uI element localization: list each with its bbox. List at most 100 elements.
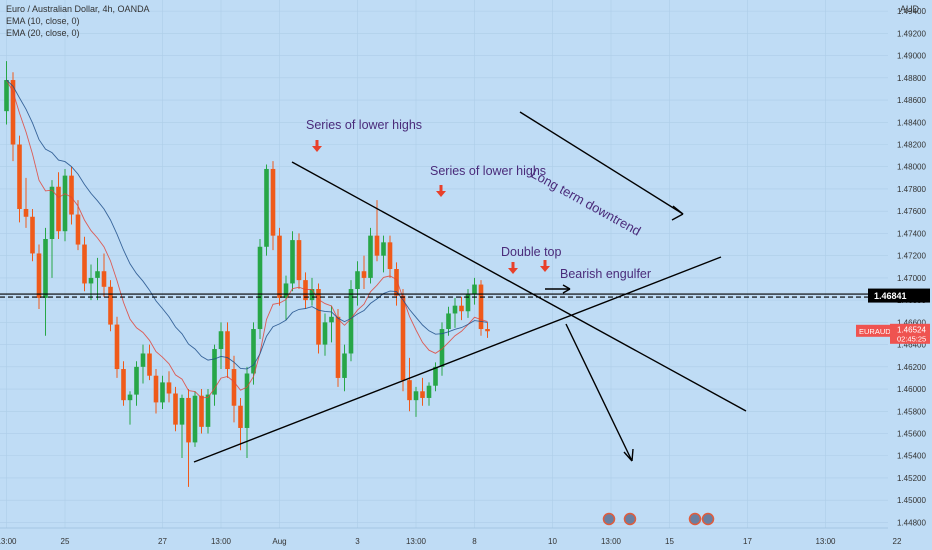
candle-body — [49, 186, 55, 239]
candle-body — [192, 395, 198, 443]
x-tick-label: 27 — [158, 537, 167, 546]
symbol-label: EURAUD — [859, 327, 891, 336]
event-flag-icon[interactable] — [701, 512, 715, 526]
y-tick-label: 1.44800 — [897, 518, 926, 527]
down-arrow-1-stem — [315, 140, 319, 146]
candle-body — [140, 353, 146, 367]
x-tick-label: Aug — [272, 537, 286, 546]
candle-body — [420, 391, 425, 398]
annotation-lower-highs-2: Series of lower highs — [430, 164, 547, 178]
down-arrow-1-head — [312, 146, 322, 152]
arrowhead — [671, 213, 684, 221]
last-price-badge — [890, 323, 930, 344]
candle-body — [413, 391, 419, 401]
candle-body — [303, 280, 308, 301]
candle-body — [478, 284, 484, 330]
countdown-label: 02:45:25 — [897, 334, 926, 343]
arrowhead — [562, 288, 571, 294]
y-tick-label: 1.45600 — [897, 430, 926, 439]
x-tick-label: 10 — [548, 537, 557, 546]
x-tick-label: 13:00 — [0, 537, 17, 546]
candle-body — [147, 353, 152, 376]
candle-body — [290, 240, 295, 284]
candle-body — [218, 331, 224, 350]
y-axis-panel — [888, 0, 932, 550]
descending-trendline — [291, 161, 747, 412]
candle-body — [212, 349, 217, 395]
arrowhead — [672, 205, 684, 215]
candle-body — [36, 253, 42, 298]
candle-body — [186, 397, 191, 443]
ema10-line — [6, 79, 488, 399]
candle-body — [368, 235, 373, 278]
annotation-bearish-engulfer: Bearish engulfer — [560, 267, 652, 281]
ascending-trendline — [193, 256, 722, 463]
candle-body — [166, 382, 172, 394]
candle-body — [433, 366, 438, 386]
y-tick-label: 1.47400 — [897, 229, 926, 238]
candle-body — [446, 313, 451, 330]
down-arrow-4-stem — [543, 260, 547, 266]
candle-body — [43, 238, 48, 298]
candle-body — [316, 289, 321, 345]
y-tick-label: 1.45200 — [897, 474, 926, 483]
ema20-legend[interactable]: EMA (20, close, 0) — [6, 28, 80, 38]
candle-body — [251, 329, 256, 374]
candle-body — [348, 289, 354, 354]
candle-body — [322, 322, 328, 345]
x-tick-label: 8 — [472, 537, 477, 546]
x-tick-label: 13:00 — [601, 537, 622, 546]
y-tick-label: 1.46400 — [897, 341, 926, 350]
candle-body — [264, 168, 269, 247]
ema20-line — [6, 79, 488, 370]
y-tick-label: 1.47800 — [897, 185, 926, 194]
event-flag-icon[interactable] — [602, 512, 616, 526]
symbol-title: Euro / Australian Dollar, 4h, OANDA — [6, 4, 150, 14]
x-tick-label: 25 — [61, 537, 70, 546]
candle-body — [381, 242, 386, 256]
candle-body — [56, 186, 61, 232]
event-flag-icon[interactable] — [623, 512, 637, 526]
candle-body — [387, 242, 393, 270]
y-tick-label: 1.47600 — [897, 207, 926, 216]
candle-body — [426, 385, 432, 398]
horizontal-line-badge — [868, 288, 930, 303]
candle-body — [114, 324, 120, 370]
x-axis-panel — [0, 528, 888, 550]
candle-body — [335, 316, 341, 378]
candle-body — [459, 305, 464, 312]
candle-body — [394, 269, 399, 296]
candle-body — [173, 393, 178, 425]
candle-body — [199, 395, 204, 427]
event-flag-icon[interactable] — [688, 512, 702, 526]
candle-body — [244, 373, 250, 428]
y-tick-label: 1.46000 — [897, 385, 926, 394]
y-tick-label: 1.45800 — [897, 407, 926, 416]
candle-body — [134, 366, 139, 395]
candle-body — [257, 246, 263, 330]
arrowhead — [562, 284, 571, 290]
candle-body — [17, 144, 22, 209]
candles — [4, 61, 490, 487]
candle-body — [439, 329, 445, 367]
trend-drawings — [0, 111, 888, 463]
candle-body — [270, 168, 276, 236]
down-arrow-2-head — [436, 191, 446, 197]
x-tick-label: 17 — [743, 537, 752, 546]
horizontal-line-label: 1.46841 — [874, 291, 907, 301]
down-arrow-3-stem — [511, 262, 515, 268]
x-tick-label: 15 — [665, 537, 674, 546]
y-tick-label: 1.46600 — [897, 318, 926, 327]
x-axis[interactable]: 13:00 25 27 13:00 Aug 3 13:00 8 10 13:00 15 17 13:00… — [0, 512, 902, 550]
ema10-legend[interactable]: EMA (10, close, 0) — [6, 16, 80, 26]
candle-body — [400, 295, 406, 381]
y-tick-label: 1.49400 — [897, 7, 926, 16]
candle-body — [101, 271, 107, 287]
candle-body — [355, 271, 360, 290]
projection-arrow — [565, 323, 633, 462]
y-tick-label: 1.48600 — [897, 96, 926, 105]
candle-body — [30, 216, 35, 254]
